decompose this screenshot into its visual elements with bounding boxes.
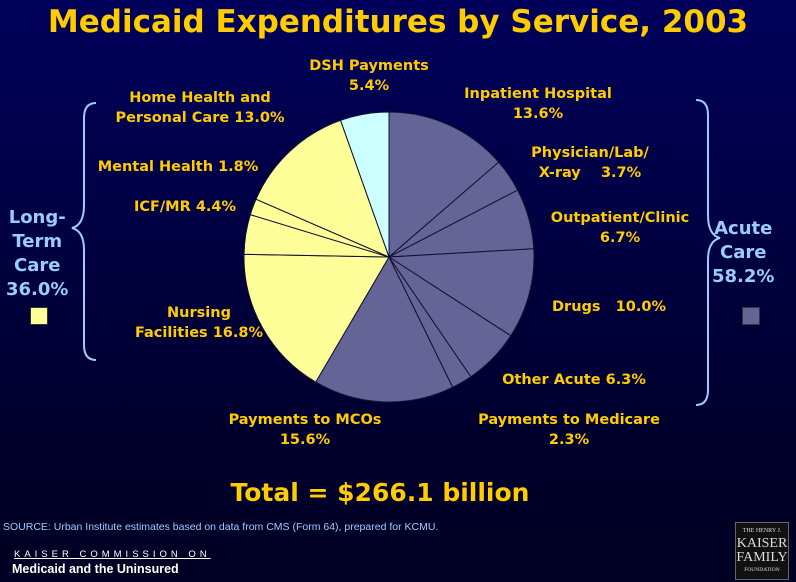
total-label: Total = $266.1 billion (230, 478, 530, 507)
slice-label: Drugs 10.0% (552, 299, 666, 315)
kff-logo: THE HENRY J. KAISER FAMILY FOUNDATION (735, 522, 789, 580)
chart-title: Medicaid Expenditures by Service, 2003 (47, 4, 749, 40)
pie-slice (315, 255, 454, 403)
acute-legend-swatch (742, 307, 760, 325)
pie-slice (255, 119, 390, 258)
slice-label: Nursing Facilities 16.8% (134, 305, 264, 341)
slice-label: Home Health and Personal Care 13.0% (115, 90, 285, 126)
pie-slice (387, 248, 535, 337)
slice-label: Outpatient/Clinic 6.7% (550, 210, 690, 246)
footer-line2: Medicaid and the Uninsured (12, 562, 179, 576)
ltc-group-label: Long- Term Care 36.0% (6, 207, 69, 300)
slice-label: Other Acute 6.3% (502, 372, 646, 388)
slice-label: DSH Payments 5.4% (309, 58, 429, 94)
ltc-bracket (71, 102, 97, 361)
slice-label: Inpatient Hospital 13.6% (464, 86, 612, 122)
pie-slice (339, 111, 390, 258)
acute-group-label: Acute Care 58.2% (712, 218, 775, 287)
slice-label: ICF/MR 4.4% (133, 199, 237, 215)
slice-label: Mental Health 1.8% (97, 159, 259, 175)
source-note: SOURCE: Urban Institute estimates based … (3, 521, 439, 533)
slice-label: Physician/Lab/X-ray 3.7% (531, 145, 649, 181)
pie-slice (243, 253, 390, 383)
slice-label: Payments to MCOs 15.6% (228, 412, 382, 448)
slice-label: Payments to Medicare 2.3% (478, 412, 660, 448)
footer-line1: KAISER COMMISSION ON (14, 549, 211, 560)
acute-bracket (695, 99, 721, 406)
ltc-legend-swatch (30, 307, 48, 325)
pie-slice (388, 111, 500, 259)
